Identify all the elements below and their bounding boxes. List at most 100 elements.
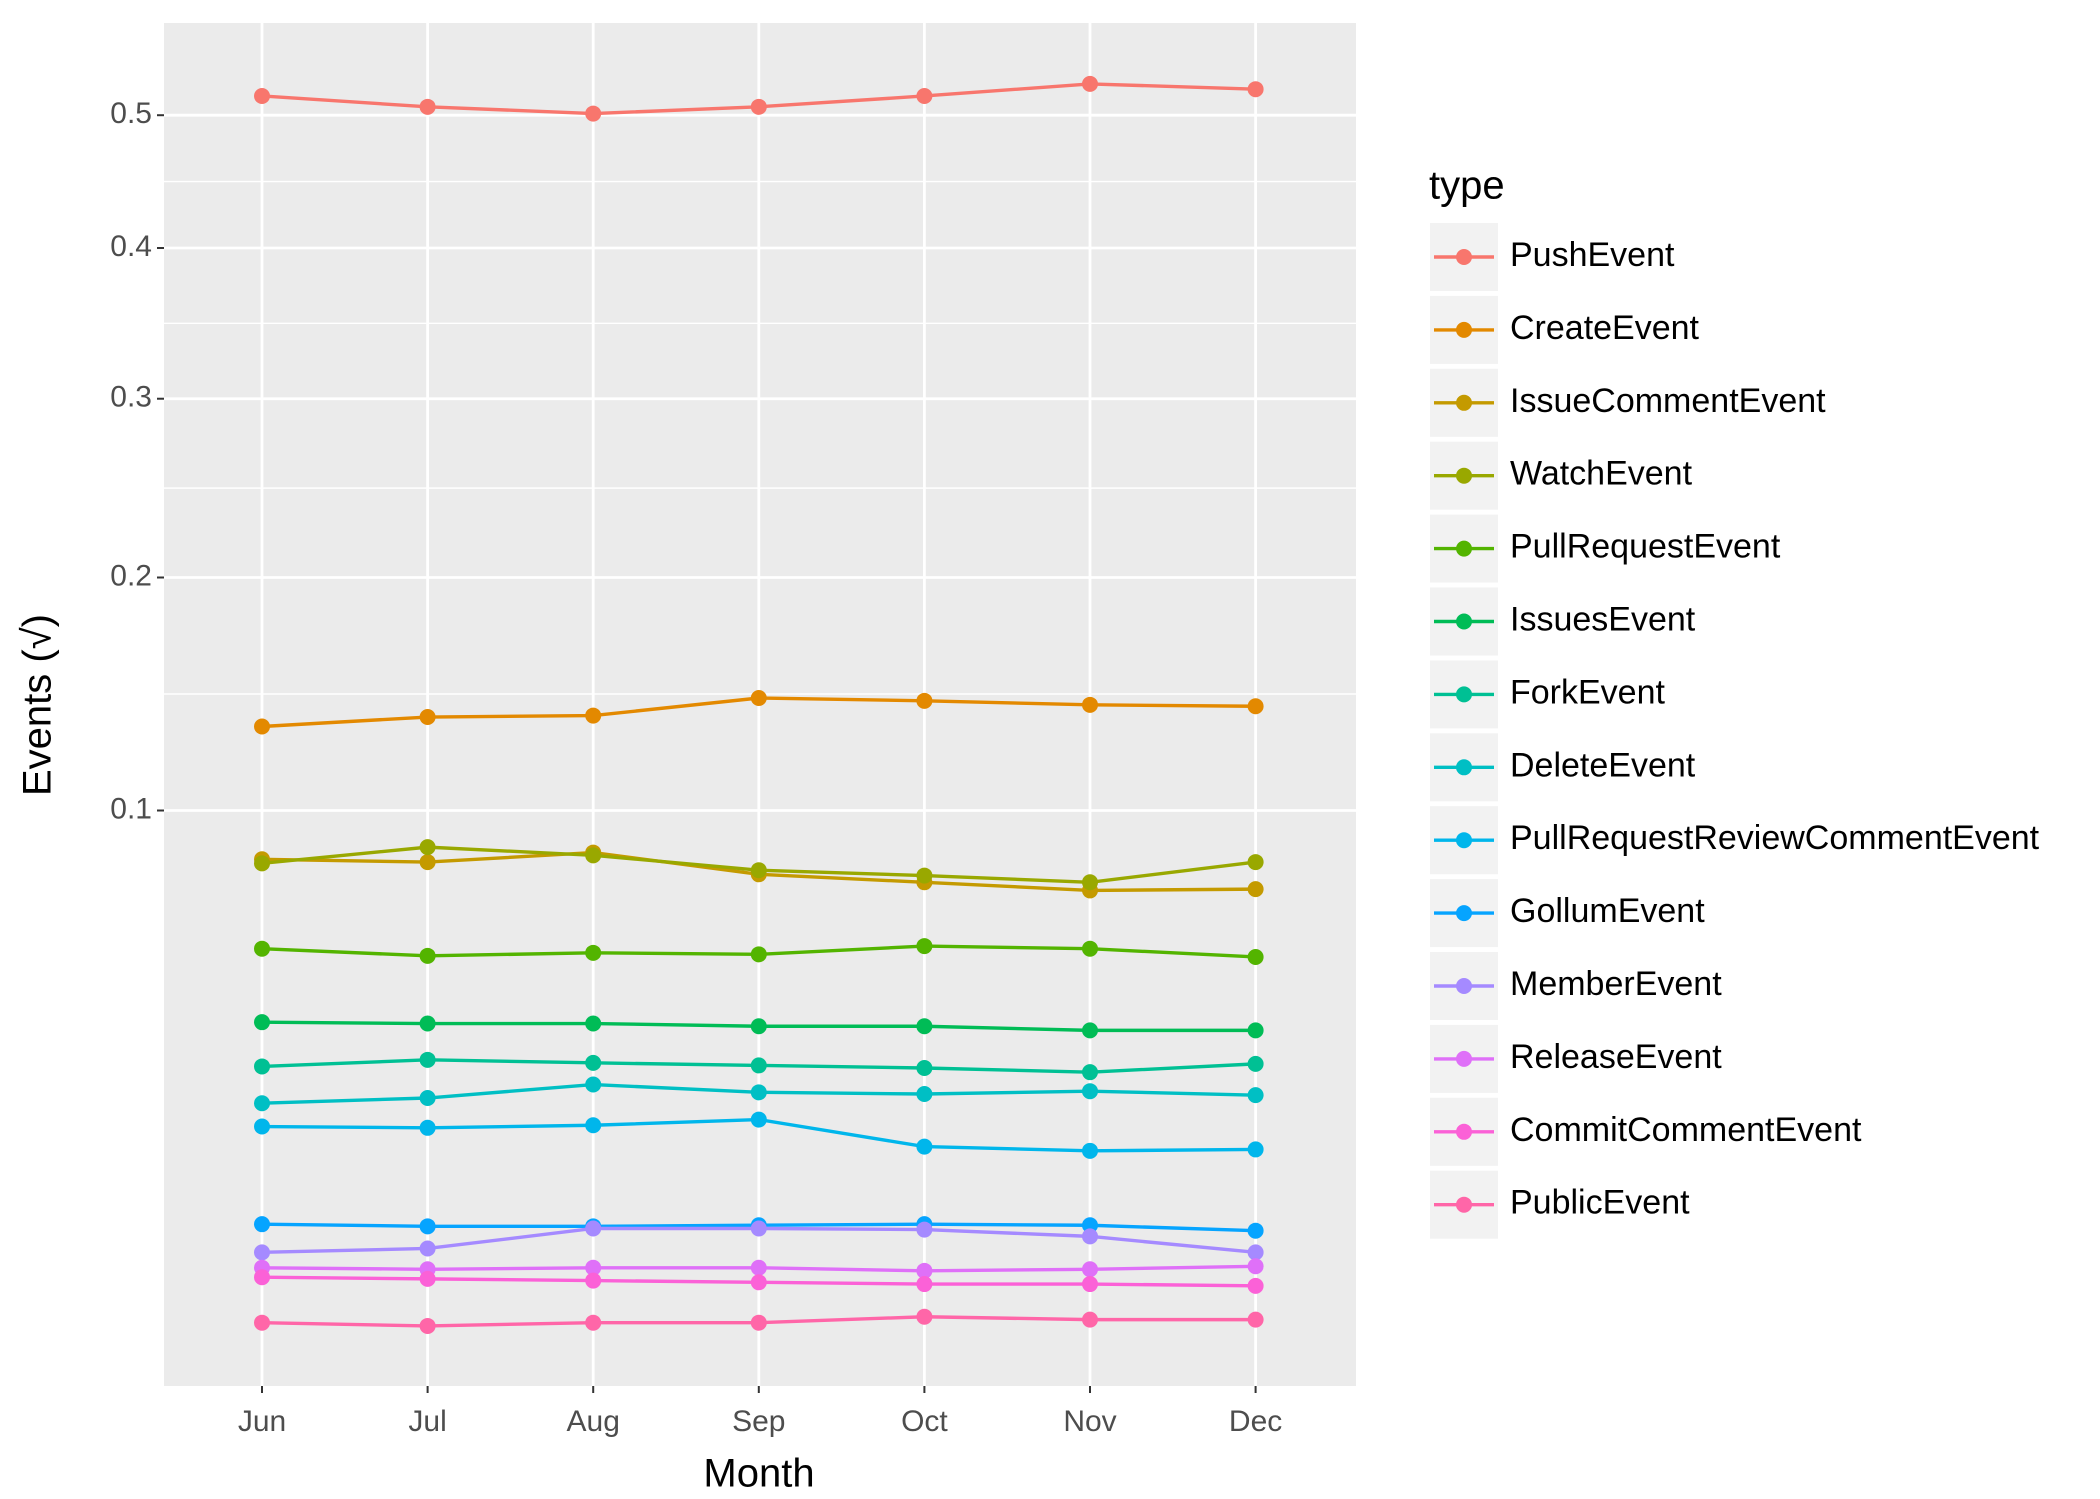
y-tick-label: 0.3 <box>110 381 152 414</box>
legend-label: IssuesEvent <box>1510 600 1696 638</box>
legend-label: IssueCommentEvent <box>1510 382 1826 420</box>
point <box>419 709 436 726</box>
point <box>254 1014 270 1031</box>
point <box>916 1138 933 1155</box>
x-tick-label: Sep <box>732 1405 785 1438</box>
legend-key-point <box>1456 613 1472 630</box>
point <box>585 1015 602 1032</box>
y-tick-label: 0.2 <box>110 559 152 592</box>
legend-label: PushEvent <box>1510 236 1675 274</box>
point <box>585 105 602 122</box>
point <box>419 1015 436 1032</box>
point <box>916 1262 933 1279</box>
point <box>1082 75 1098 92</box>
x-tick-label: Jun <box>238 1405 286 1438</box>
point <box>1082 1228 1098 1245</box>
point <box>1082 940 1098 957</box>
legend-key-point <box>1456 759 1472 776</box>
point <box>750 1111 767 1128</box>
legend-label: PullRequestEvent <box>1510 528 1781 566</box>
legend-label: GollumEvent <box>1510 892 1705 930</box>
point <box>1082 1217 1098 1234</box>
point <box>419 1051 436 1068</box>
legend-key-point <box>1456 321 1472 338</box>
legend-key-point <box>1456 905 1472 922</box>
legend-key-point <box>1456 394 1472 411</box>
point <box>916 1221 933 1238</box>
legend-key-point <box>1456 832 1472 849</box>
legend-key-point <box>1456 1196 1472 1213</box>
legend-label: CommitCommentEvent <box>1510 1111 1862 1149</box>
point <box>1247 1087 1264 1104</box>
point <box>750 1274 767 1291</box>
point <box>750 1314 767 1331</box>
point <box>254 940 270 957</box>
point <box>419 1240 436 1257</box>
legend-key-point <box>1456 978 1472 994</box>
point <box>585 707 602 724</box>
point <box>1082 1083 1098 1100</box>
point <box>254 718 270 735</box>
point <box>916 938 933 955</box>
point <box>1082 1142 1098 1159</box>
legend-label: DeleteEvent <box>1510 746 1696 784</box>
legend-key-point <box>1456 249 1472 265</box>
point <box>1082 1276 1098 1293</box>
point <box>419 839 436 856</box>
x-tick-label: Nov <box>1063 1405 1116 1438</box>
legend-label: ForkEvent <box>1510 673 1665 711</box>
point <box>916 692 933 709</box>
point <box>585 1220 602 1237</box>
point <box>419 98 436 115</box>
legend-key-point <box>1456 540 1472 557</box>
point <box>254 1244 270 1261</box>
legend-key-point <box>1456 1123 1472 1140</box>
point <box>1082 696 1098 713</box>
point <box>750 1220 767 1237</box>
point <box>750 862 767 879</box>
point <box>750 1259 767 1276</box>
point <box>419 1317 436 1334</box>
point <box>585 1314 602 1331</box>
point <box>1247 81 1264 98</box>
point <box>1247 1222 1264 1239</box>
point <box>254 1269 270 1286</box>
x-tick-label: Dec <box>1229 1405 1282 1438</box>
point <box>916 867 933 884</box>
point <box>254 1058 270 1075</box>
legend-label: PublicEvent <box>1510 1184 1690 1222</box>
point <box>916 1276 933 1293</box>
point <box>419 1119 436 1136</box>
point <box>1082 874 1098 891</box>
point <box>1247 1311 1264 1328</box>
legend-label: MemberEvent <box>1510 965 1722 1003</box>
point <box>750 1084 767 1101</box>
y-tick-label: 0.4 <box>110 230 152 263</box>
legend-label: WatchEvent <box>1510 455 1693 493</box>
legend-key-point <box>1456 1050 1472 1067</box>
point <box>916 1308 933 1325</box>
point <box>419 854 436 871</box>
point <box>750 98 767 115</box>
point <box>254 1216 270 1233</box>
point <box>585 944 602 961</box>
legend-key-point <box>1456 686 1472 703</box>
x-tick-label: Aug <box>567 1405 620 1438</box>
point <box>585 1117 602 1134</box>
legend-label: CreateEvent <box>1510 309 1700 347</box>
point <box>1082 1064 1098 1081</box>
y-tick-label: 0.5 <box>110 97 152 130</box>
point <box>585 1054 602 1071</box>
point <box>254 855 270 872</box>
point <box>1247 1244 1264 1261</box>
point <box>916 1018 933 1035</box>
point <box>1247 1258 1264 1275</box>
point <box>916 1060 933 1077</box>
point <box>1247 1022 1264 1039</box>
point <box>1082 1311 1098 1328</box>
x-tick-label: Jul <box>408 1405 446 1438</box>
legend-label: ReleaseEvent <box>1510 1038 1722 1076</box>
point <box>1247 881 1264 898</box>
point <box>585 1272 602 1289</box>
